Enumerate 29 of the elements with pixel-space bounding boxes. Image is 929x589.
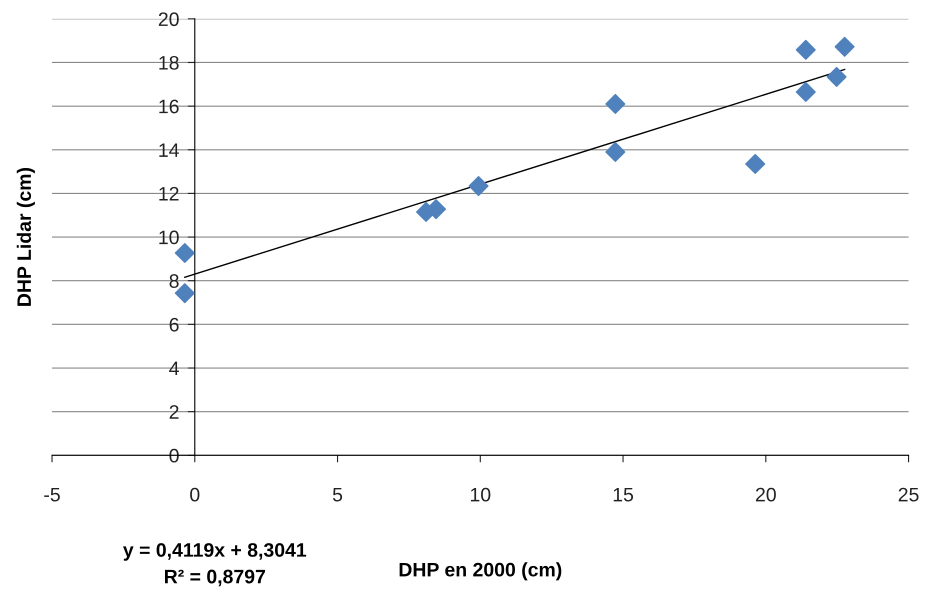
x-axis-title: DHP en 2000 (cm) [400, 562, 562, 580]
text: y = 0,4119x + 8,3041 R² = 0,8797 [123, 543, 306, 586]
point [796, 82, 816, 102]
x-tick-label: 5 [332, 488, 342, 502]
y-axis-title: DHP Lidar (cm) [16, 168, 35, 306]
y-tick-label: 20 [158, 12, 179, 26]
y-tick-label: 6 [170, 318, 179, 332]
x-tick-label: -5 [44, 488, 60, 502]
y-tick-label: 16 [159, 100, 179, 114]
point [826, 66, 847, 87]
point [468, 176, 489, 196]
y-tick-label: 2 [170, 405, 179, 419]
y-tick-label: 4 [169, 362, 179, 376]
x-tick-label: 10 [470, 488, 490, 502]
point [796, 40, 816, 60]
point [834, 36, 855, 57]
x-tick-label: 0 [190, 488, 200, 502]
point [174, 242, 195, 264]
point [605, 94, 626, 114]
y-tick-label: 10 [159, 230, 179, 244]
x-tick-label: 20 [756, 488, 776, 502]
y-tick-label: 8 [170, 274, 179, 288]
x-tick-label: 15 [614, 488, 634, 502]
y-tick-label: 14 [159, 143, 179, 157]
point [745, 154, 766, 174]
y-tick-label: 12 [159, 186, 179, 200]
point [605, 142, 626, 162]
x-tick-label: 25 [898, 488, 919, 502]
y-tick-label: 18 [159, 56, 179, 70]
